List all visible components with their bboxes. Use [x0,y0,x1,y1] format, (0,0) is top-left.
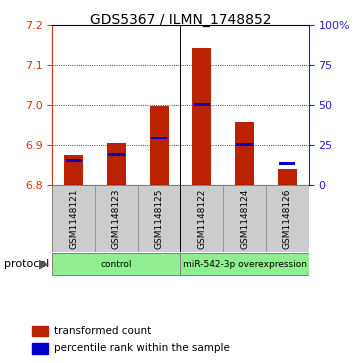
Text: GSM1148125: GSM1148125 [155,188,164,249]
Bar [235,122,254,185]
Text: GDS5367 / ILMN_1748852: GDS5367 / ILMN_1748852 [90,13,271,27]
Text: miR-542-3p overexpression: miR-542-3p overexpression [183,260,306,269]
Bar [52,253,180,275]
Bar [32,326,48,336]
Text: GSM1148122: GSM1148122 [197,188,206,249]
Bar [180,253,309,275]
Bar [32,343,48,354]
Bar [151,136,167,139]
Bar [194,103,210,106]
Bar [192,48,212,185]
Text: control: control [101,260,132,269]
Bar [149,106,169,185]
Bar [64,155,83,185]
Text: GSM1148121: GSM1148121 [69,188,78,249]
Text: percentile rank within the sample: percentile rank within the sample [54,343,230,354]
Bar [107,143,126,185]
Bar [108,154,125,156]
Bar [278,169,297,185]
Text: GSM1148124: GSM1148124 [240,188,249,249]
Text: ▶: ▶ [39,258,49,270]
Text: protocol: protocol [4,259,49,269]
Text: GSM1148123: GSM1148123 [112,188,121,249]
Text: GSM1148126: GSM1148126 [283,188,292,249]
Bar [66,159,82,162]
Text: transformed count: transformed count [54,326,152,336]
Bar [279,162,295,165]
Bar [236,143,253,146]
